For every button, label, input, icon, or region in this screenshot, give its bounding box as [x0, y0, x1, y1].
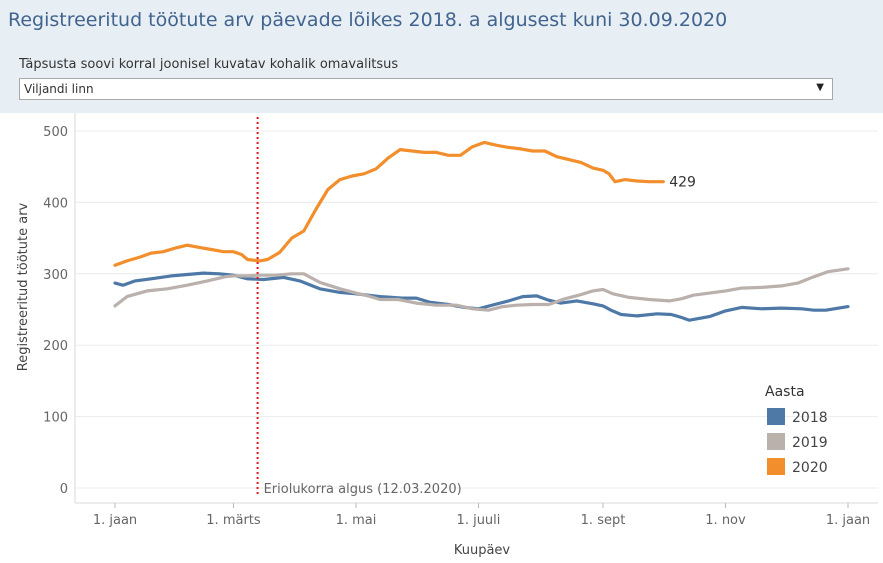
- annotation-layer: Eriolukorra algus (12.03.2020) 429: [256, 117, 696, 497]
- series-layer: [113, 140, 850, 322]
- dropdown-selected-value: Viljandi linn: [24, 82, 94, 96]
- x-tick-label: 1. märts: [206, 513, 261, 528]
- y-tick-label-400: 400: [43, 196, 68, 211]
- y-tick-label-0: 0: [60, 482, 68, 497]
- legend-label-2020: 2020: [792, 460, 828, 476]
- dropdown-arrow-icon[interactable]: ▼: [816, 82, 824, 93]
- x-tick-label: 1. sept: [581, 513, 626, 528]
- municipality-dropdown[interactable]: Viljandi linn ▼: [19, 78, 833, 100]
- series-line-2020[interactable]: [113, 140, 665, 267]
- filter-label: Täpsusta soovi korral joonisel kuvatav k…: [19, 57, 399, 72]
- x-axis-title: Kuupäev: [454, 543, 511, 558]
- y-tick-label-300: 300: [43, 268, 68, 283]
- series-line-2019[interactable]: [113, 267, 850, 312]
- legend: Aasta 2018 2019 2020: [765, 384, 828, 476]
- y-tick-label-100: 100: [43, 411, 68, 426]
- x-tick-label: 1. jaan: [93, 513, 137, 528]
- legend-swatch-2019[interactable]: [767, 433, 785, 450]
- y-tick-label-500: 500: [43, 125, 68, 140]
- x-axis-ticks: 1. jaan 1. märts 1. mai 1. juuli 1. sept 1. n…: [93, 503, 870, 528]
- legend-swatch-2020[interactable]: [767, 458, 785, 475]
- x-tick-label: 1. nov: [705, 513, 746, 528]
- y-axis-ticks: 0 100 200 300 400 500: [43, 125, 68, 497]
- y-tick-label-200: 200: [43, 339, 68, 354]
- header-panel: Registreeritud töötute arv päevade lõike…: [0, 0, 883, 113]
- legend-label-2019: 2019: [792, 435, 828, 451]
- legend-title: Aasta: [765, 384, 805, 400]
- page-title: Registreeritud töötute arv päevade lõike…: [8, 9, 728, 31]
- x-tick-label: 1. jaan: [826, 513, 870, 528]
- x-tick-label: 1. juuli: [457, 513, 501, 528]
- legend-swatch-2018[interactable]: [767, 408, 785, 425]
- x-tick-label: 1. mai: [336, 513, 377, 528]
- legend-label-2018: 2018: [792, 410, 828, 426]
- y-axis-title: Registreeritud töötute arv: [16, 202, 31, 371]
- series-end-label: 429: [669, 175, 696, 191]
- series-line-2018[interactable]: [113, 271, 850, 322]
- annotation-label: Eriolukorra algus (12.03.2020): [264, 482, 462, 497]
